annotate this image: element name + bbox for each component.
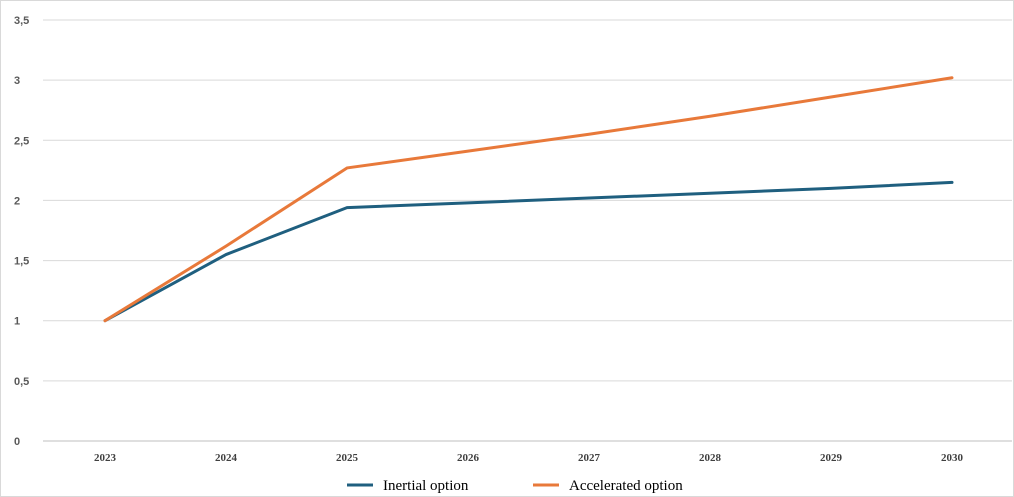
series-line-inertial bbox=[103, 180, 954, 323]
y-tick-label: 1,5 bbox=[14, 256, 29, 268]
x-tick-label: 2025 bbox=[336, 452, 359, 464]
x-tick-label: 2030 bbox=[941, 452, 964, 464]
x-tick-label: 2029 bbox=[820, 452, 843, 464]
series-line-accelerated bbox=[103, 76, 954, 323]
legend: Inertial option Accelerated option bbox=[347, 478, 683, 494]
y-tick-label: 3,5 bbox=[14, 15, 29, 27]
grid-lines bbox=[43, 19, 1012, 442]
y-tick-label: 3 bbox=[14, 75, 20, 87]
x-tick-label: 2024 bbox=[215, 452, 238, 464]
y-tick-label: 0 bbox=[14, 436, 20, 448]
x-tick-label: 2026 bbox=[457, 452, 480, 464]
series-lines bbox=[103, 76, 954, 323]
y-axis-ticks: 0 0,5 1 1,5 2 2,5 3 3,5 bbox=[14, 15, 29, 448]
y-tick-label: 0,5 bbox=[14, 376, 29, 388]
y-tick-label: 1 bbox=[14, 316, 20, 328]
x-axis-ticks: 2023 2024 2025 2026 2027 2028 2029 2030 bbox=[94, 452, 964, 464]
y-tick-label: 2 bbox=[14, 195, 20, 207]
x-tick-label: 2023 bbox=[94, 452, 117, 464]
legend-label: Accelerated option bbox=[569, 478, 683, 494]
legend-label: Inertial option bbox=[383, 478, 469, 494]
x-tick-label: 2028 bbox=[699, 452, 722, 464]
x-tick-label: 2027 bbox=[578, 452, 601, 464]
y-tick-label: 2,5 bbox=[14, 135, 29, 147]
